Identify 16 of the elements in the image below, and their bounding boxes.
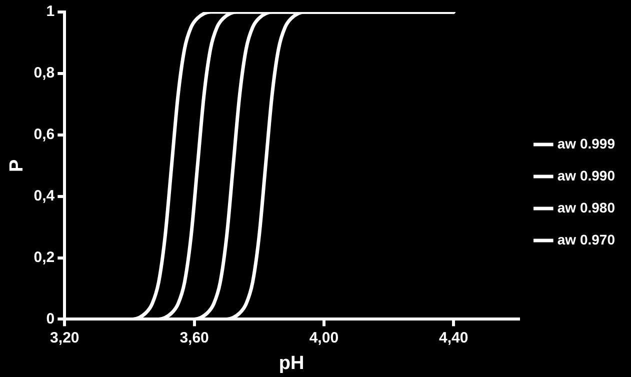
legend-label: aw 0.999 xyxy=(557,135,616,152)
x-tick-label: 4,40 xyxy=(438,329,468,346)
x-tick-label: 3,20 xyxy=(50,329,80,346)
x-axis-title: pH xyxy=(278,352,304,374)
y-tick-label: 0 xyxy=(46,310,55,328)
legend-label: aw 0.980 xyxy=(557,199,616,216)
x-tick-label: 3,60 xyxy=(180,329,209,346)
y-axis-title: P xyxy=(6,158,28,172)
y-tick-label: 1 xyxy=(46,3,55,20)
y-tick-label: 0,8 xyxy=(34,64,55,82)
legend-label: aw 0.990 xyxy=(557,167,616,184)
y-tick-label: 0,4 xyxy=(34,187,56,204)
y-tick-label: 0,6 xyxy=(34,126,55,144)
legend-label: aw 0.970 xyxy=(557,231,616,248)
y-tick-label: 0,2 xyxy=(34,248,55,266)
x-tick-label: 4,00 xyxy=(309,329,339,346)
